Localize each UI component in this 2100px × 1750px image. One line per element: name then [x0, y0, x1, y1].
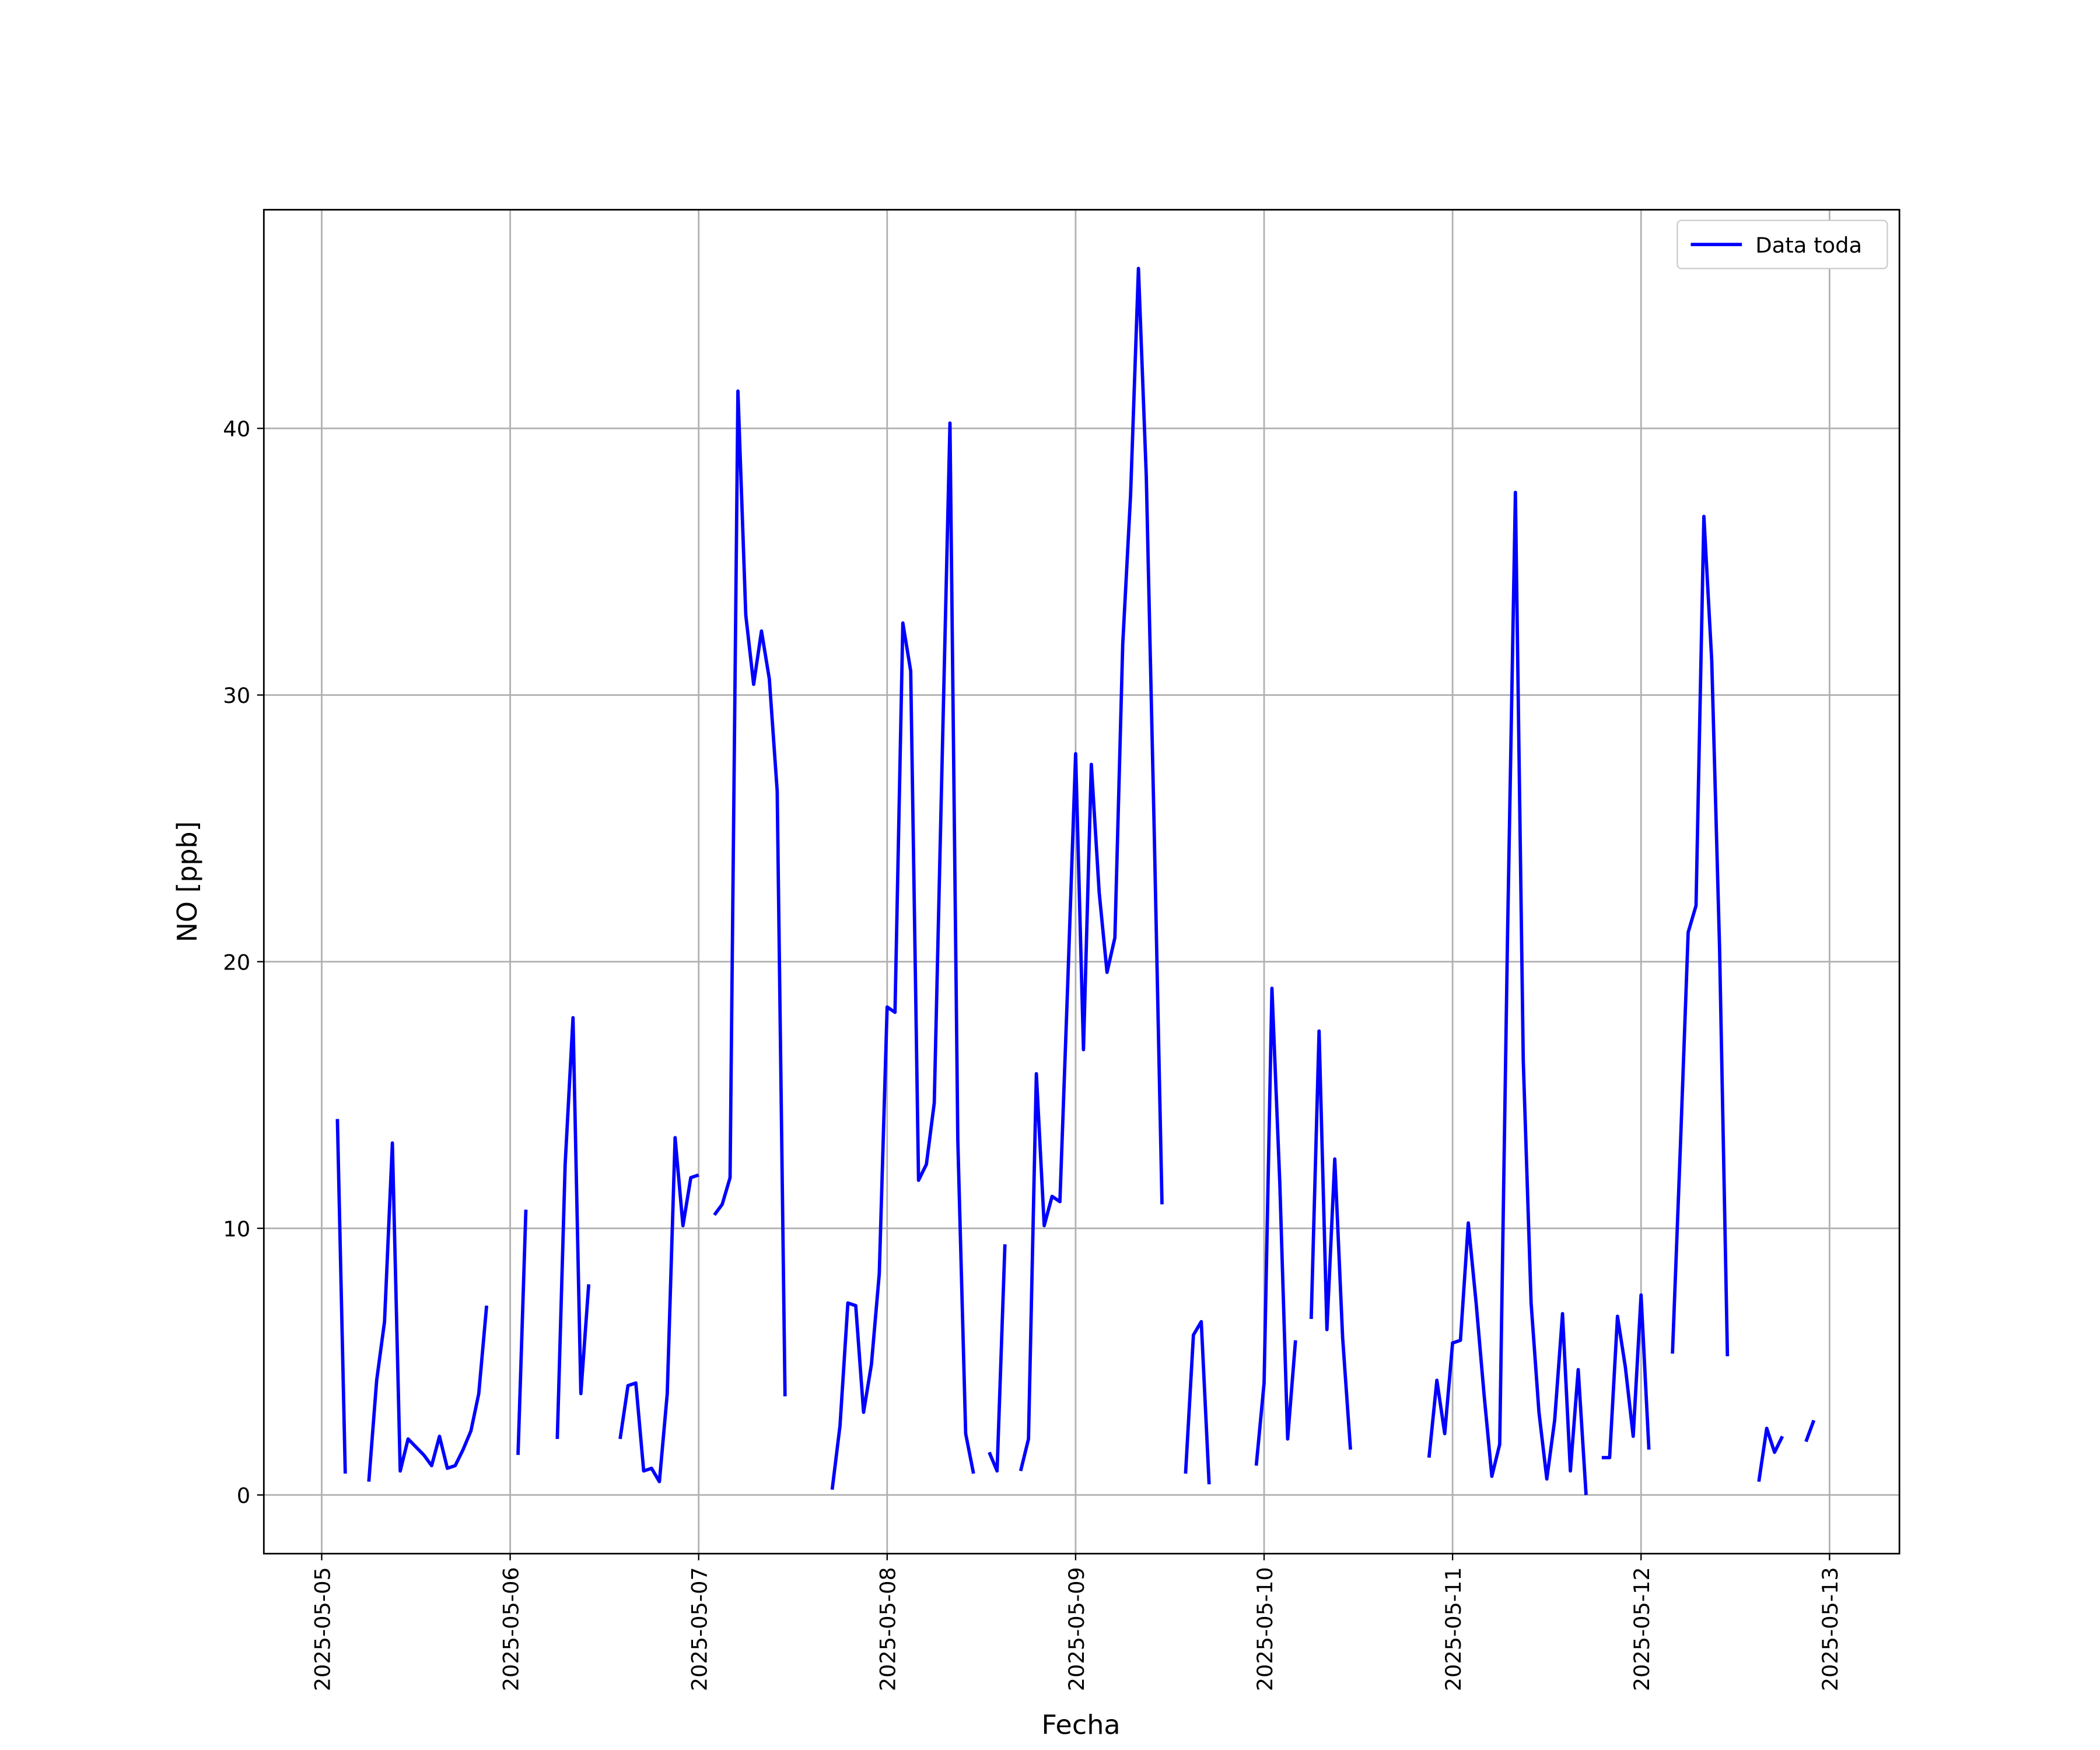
- x-tick-label: 2025-05-12: [1629, 1567, 1654, 1691]
- y-tick-label: 40: [223, 416, 250, 442]
- plot-frame: [262, 209, 1901, 1555]
- data-line: [335, 267, 1816, 1495]
- x-tick-label: 2025-05-09: [1064, 1567, 1089, 1691]
- x-tick-label: 2025-05-13: [1818, 1567, 1843, 1691]
- x-tick-label: 2025-05-11: [1441, 1567, 1466, 1691]
- x-tick-label: 2025-05-05: [310, 1567, 335, 1691]
- y-tick-label: 20: [223, 950, 250, 975]
- y-tick-label: 30: [223, 683, 250, 708]
- x-tick-label: 2025-05-07: [687, 1567, 712, 1691]
- legend-box: [1676, 219, 1888, 270]
- x-tick-label: 2025-05-08: [876, 1567, 901, 1691]
- x-tick-label: 2025-05-10: [1252, 1567, 1278, 1691]
- x-tick-label: 2025-05-06: [498, 1567, 523, 1691]
- y-tick-label: 0: [237, 1483, 250, 1508]
- x-axis-label: Fecha: [1041, 1709, 1120, 1741]
- y-tick-label: 10: [223, 1217, 250, 1242]
- legend-label: Data toda: [1755, 233, 1862, 258]
- y-axis-label: NO [ppb]: [172, 821, 203, 943]
